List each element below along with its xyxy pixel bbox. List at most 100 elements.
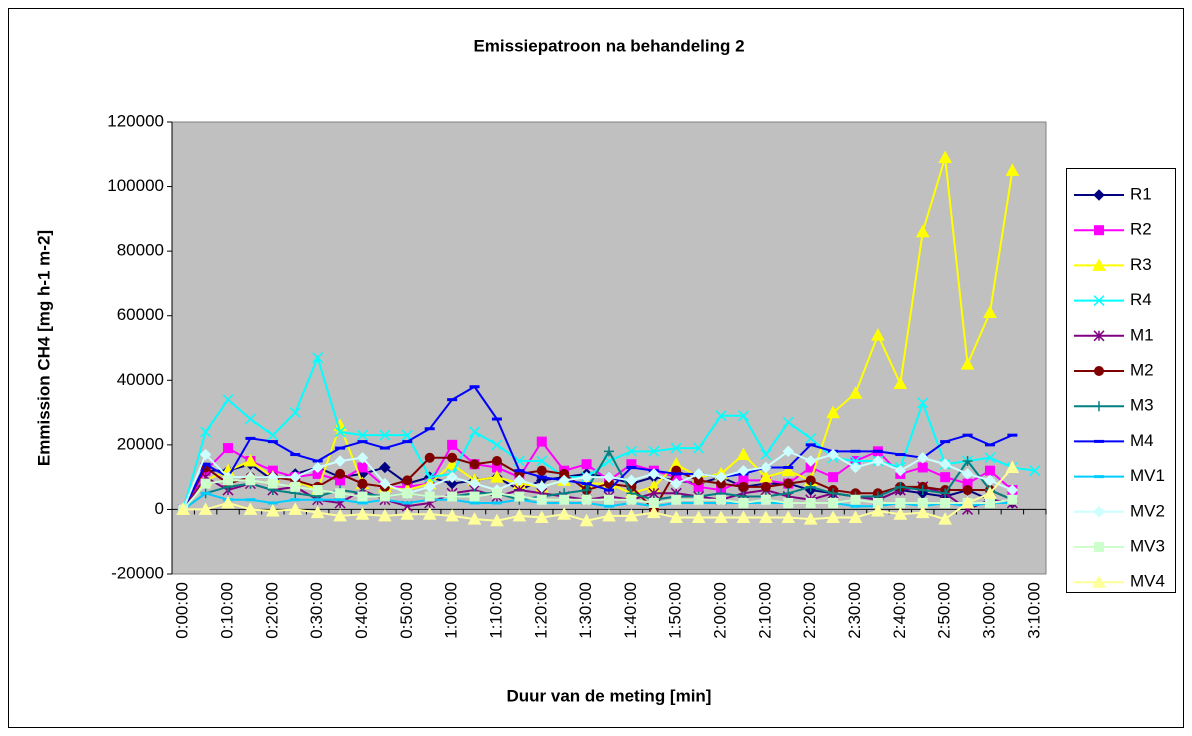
data-point xyxy=(693,442,705,454)
data-point xyxy=(760,481,771,492)
data-point xyxy=(357,491,368,502)
data-point xyxy=(266,503,280,517)
data-point xyxy=(603,471,615,483)
data-point xyxy=(559,494,570,505)
data-point xyxy=(983,305,997,318)
data-point xyxy=(245,475,256,486)
data-point xyxy=(826,510,840,523)
x-tick-label: 0:30:00 xyxy=(307,582,326,639)
legend-marker xyxy=(1094,401,1104,412)
legend-label: R1 xyxy=(1130,184,1152,203)
data-point xyxy=(940,497,951,508)
y-tick-label: 40000 xyxy=(117,370,164,389)
data-point xyxy=(200,426,212,438)
data-point xyxy=(445,508,459,522)
x-tick-label: 0:50:00 xyxy=(397,582,416,639)
legend-label: M2 xyxy=(1130,360,1154,379)
data-point xyxy=(402,475,413,486)
data-point xyxy=(334,455,346,467)
x-tick-label: 0:10:00 xyxy=(218,582,237,639)
y-tick-label: 0 xyxy=(155,499,164,518)
legend-label: M4 xyxy=(1130,431,1154,450)
data-point xyxy=(469,459,480,470)
data-point xyxy=(894,464,907,477)
series-line xyxy=(182,157,1014,511)
x-tick-label: 2:10:00 xyxy=(755,582,774,639)
data-point xyxy=(716,494,727,505)
data-point xyxy=(692,468,705,480)
data-point xyxy=(447,491,458,502)
data-point xyxy=(467,512,482,525)
x-tick-label: 2:50:00 xyxy=(935,582,954,639)
data-point xyxy=(984,465,995,476)
y-tick-label: 100000 xyxy=(107,176,164,195)
data-point xyxy=(827,448,839,461)
data-point xyxy=(828,472,839,483)
data-point xyxy=(693,494,704,505)
data-point xyxy=(714,510,728,523)
data-point xyxy=(490,513,504,527)
x-tick-label: 2:00:00 xyxy=(711,582,730,639)
data-point xyxy=(534,510,549,523)
data-point xyxy=(646,505,661,519)
data-point xyxy=(715,410,727,422)
data-point xyxy=(893,376,908,390)
data-point xyxy=(691,510,706,523)
data-point xyxy=(671,494,682,505)
data-point xyxy=(379,429,391,441)
data-point xyxy=(828,497,839,508)
data-point xyxy=(983,486,997,499)
data-point xyxy=(581,494,592,505)
data-point xyxy=(557,507,572,520)
data-point xyxy=(357,462,368,473)
legend-label: M3 xyxy=(1130,396,1154,415)
data-point xyxy=(333,508,347,522)
legend-label: R3 xyxy=(1130,255,1152,274)
data-point xyxy=(223,475,234,486)
data-point xyxy=(895,497,906,508)
data-point xyxy=(938,150,952,164)
legend-marker xyxy=(1093,295,1105,307)
y-tick-label: 60000 xyxy=(117,305,164,324)
data-point xyxy=(223,443,234,454)
data-point xyxy=(917,452,929,464)
data-point xyxy=(804,455,817,467)
data-point xyxy=(222,394,234,406)
data-point xyxy=(782,445,794,458)
data-point xyxy=(536,465,547,476)
data-point xyxy=(917,485,928,496)
data-point xyxy=(760,494,771,505)
data-point xyxy=(311,461,324,474)
data-point xyxy=(379,461,391,474)
data-point xyxy=(895,481,906,492)
y-tick-label: 20000 xyxy=(117,434,164,453)
data-point xyxy=(267,478,278,489)
data-point xyxy=(915,505,930,519)
data-point xyxy=(669,510,684,523)
data-point xyxy=(803,512,818,525)
data-point xyxy=(984,452,996,464)
data-point xyxy=(893,507,908,520)
data-point xyxy=(939,458,951,470)
data-point xyxy=(624,508,639,522)
data-point xyxy=(379,491,390,502)
data-point xyxy=(221,495,235,509)
data-point xyxy=(334,426,346,438)
data-point xyxy=(760,461,772,474)
data-point xyxy=(491,488,502,499)
data-point xyxy=(267,429,279,441)
data-point xyxy=(848,386,863,399)
x-tick-label: 1:00:00 xyxy=(442,582,461,639)
legend-marker xyxy=(1094,542,1104,552)
x-tick-label: 1:10:00 xyxy=(486,582,505,639)
legend-marker xyxy=(1093,330,1105,342)
data-point xyxy=(960,495,975,509)
legend-marker xyxy=(1094,225,1104,236)
data-point xyxy=(424,471,436,483)
data-point xyxy=(424,452,435,463)
data-point xyxy=(447,452,458,463)
data-point xyxy=(626,494,637,505)
data-point xyxy=(469,426,481,438)
data-point xyxy=(176,502,191,515)
data-point xyxy=(848,510,863,523)
